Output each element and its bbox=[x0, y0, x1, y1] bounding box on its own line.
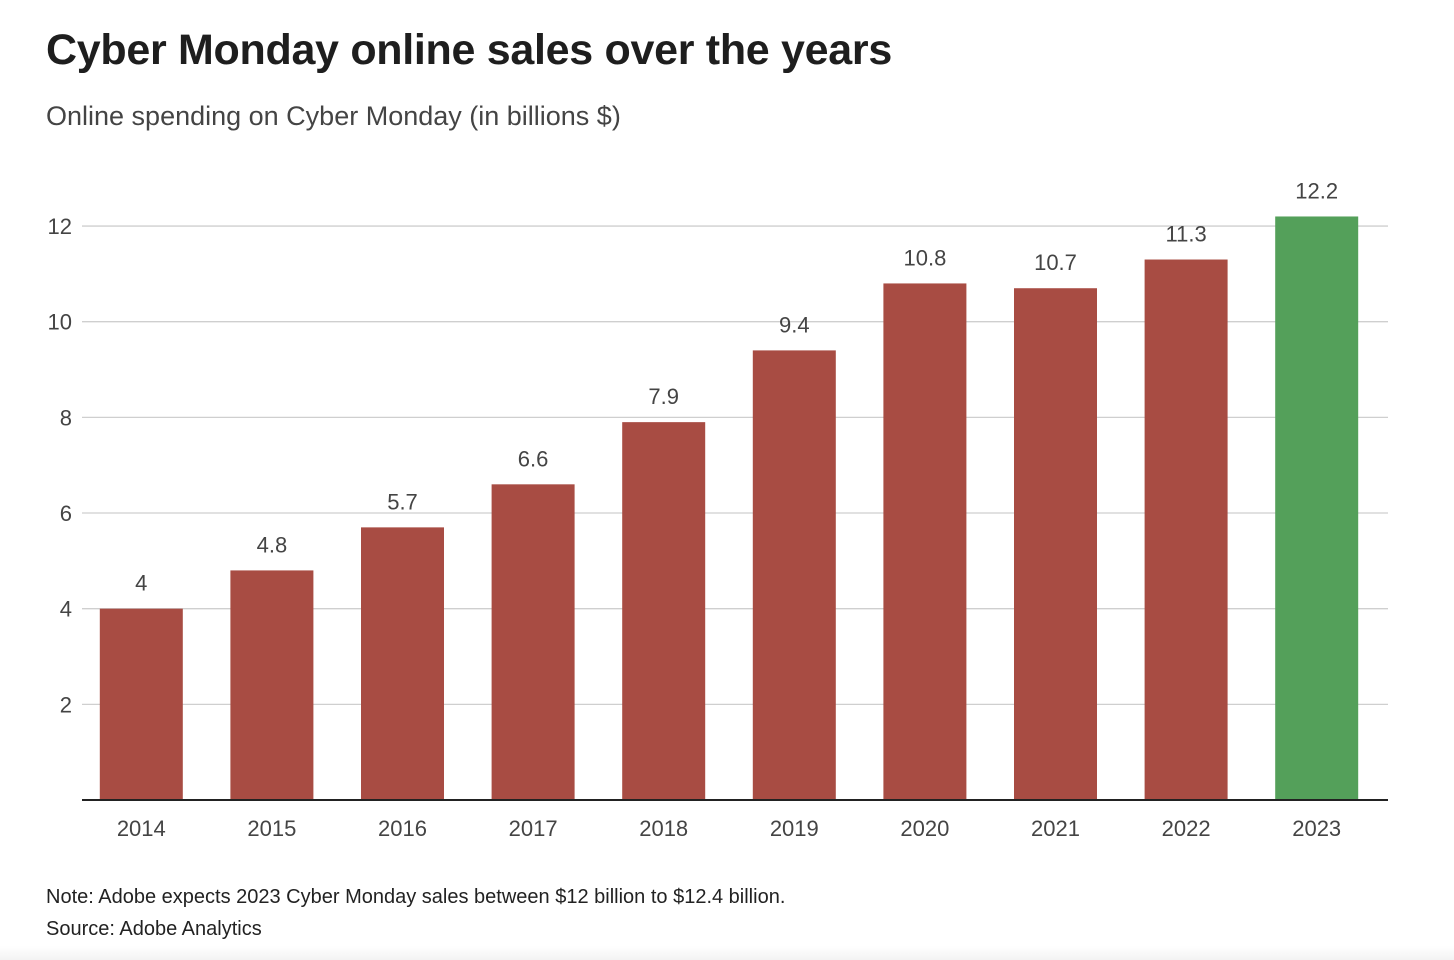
data-label: 11.3 bbox=[1166, 222, 1207, 247]
chart-source: Source: Adobe Analytics bbox=[46, 918, 262, 940]
bar bbox=[1275, 216, 1359, 800]
bar bbox=[230, 570, 314, 800]
data-label: 9.4 bbox=[779, 312, 810, 337]
data-label: 10.8 bbox=[903, 245, 946, 270]
x-tick-label: 2022 bbox=[1162, 816, 1211, 841]
chart-title: Cyber Monday online sales over the years bbox=[46, 26, 892, 74]
data-label: 12.2 bbox=[1295, 178, 1338, 203]
bar bbox=[361, 527, 444, 800]
bar bbox=[1144, 259, 1228, 800]
data-label: 10.7 bbox=[1034, 250, 1077, 275]
y-tick-label: 2 bbox=[60, 692, 72, 717]
data-label: 4 bbox=[135, 571, 147, 596]
data-label: 6.6 bbox=[518, 446, 549, 471]
bar bbox=[752, 350, 836, 800]
x-tick-label: 2023 bbox=[1292, 816, 1341, 841]
x-tick-label: 2017 bbox=[509, 816, 558, 841]
y-tick-label: 10 bbox=[48, 310, 72, 335]
bar bbox=[883, 283, 967, 800]
x-tick-label: 2021 bbox=[1031, 816, 1080, 841]
chart-subtitle: Online spending on Cyber Monday (in bill… bbox=[46, 101, 621, 131]
x-tick-label: 2014 bbox=[117, 816, 166, 841]
data-label: 5.7 bbox=[387, 489, 418, 514]
x-tick-label: 2020 bbox=[900, 816, 949, 841]
bar bbox=[1014, 288, 1097, 800]
y-tick-label: 8 bbox=[60, 405, 72, 430]
bar bbox=[99, 608, 183, 800]
y-tick-label: 4 bbox=[60, 597, 72, 622]
x-tick-label: 2019 bbox=[770, 816, 819, 841]
bar bbox=[622, 422, 706, 800]
bar bbox=[491, 484, 575, 800]
data-label: 7.9 bbox=[648, 384, 679, 409]
y-tick-label: 12 bbox=[48, 214, 72, 239]
data-label: 4.8 bbox=[257, 532, 288, 557]
y-tick-label: 6 bbox=[60, 501, 72, 526]
x-tick-label: 2015 bbox=[247, 816, 296, 841]
x-tick-label: 2016 bbox=[378, 816, 427, 841]
chart-note: Note: Adobe expects 2023 Cyber Monday sa… bbox=[46, 886, 786, 908]
footer-divider bbox=[0, 946, 1454, 960]
x-tick-label: 2018 bbox=[639, 816, 688, 841]
